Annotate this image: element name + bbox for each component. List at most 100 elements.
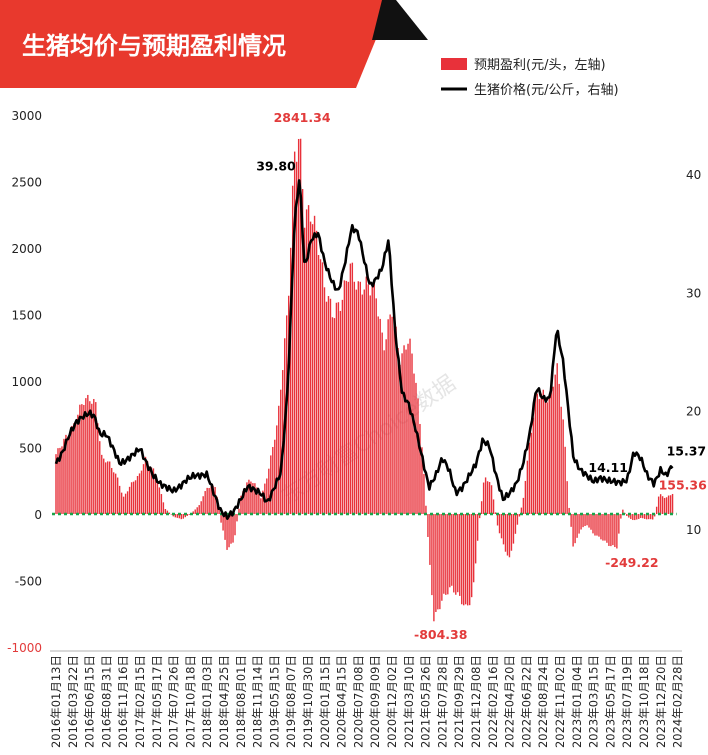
profit-bar bbox=[182, 514, 184, 519]
profit-bar bbox=[431, 514, 433, 596]
profit-bar bbox=[176, 514, 179, 518]
profit-bar bbox=[548, 397, 550, 514]
x-tick-label: 2022年06月22日 bbox=[519, 655, 533, 748]
profit-bar bbox=[526, 460, 529, 514]
profit-bar bbox=[564, 446, 566, 514]
profit-bar bbox=[441, 514, 443, 601]
profit-bar bbox=[75, 423, 77, 514]
profit-bar bbox=[274, 439, 276, 514]
profit-bar bbox=[484, 477, 487, 514]
profit-bar bbox=[409, 338, 411, 514]
profit-bar bbox=[429, 514, 431, 565]
profit-bar bbox=[433, 514, 435, 622]
profit-bar bbox=[226, 514, 228, 550]
profit-bar bbox=[105, 462, 107, 514]
profit-bar bbox=[288, 295, 290, 514]
profit-bar bbox=[371, 285, 373, 514]
profit-bar bbox=[373, 278, 375, 514]
profit-bar bbox=[512, 514, 515, 544]
profit-bar bbox=[655, 506, 658, 514]
x-tick-label: 2022年11月02日 bbox=[553, 655, 567, 748]
x-tick-label: 2022年02月16日 bbox=[486, 655, 500, 748]
x-tick-label: 2017年02月15日 bbox=[133, 655, 147, 748]
profit-bar bbox=[97, 423, 99, 514]
profit-bar bbox=[558, 383, 560, 514]
profit-bar bbox=[114, 473, 117, 514]
profit-bar bbox=[101, 454, 103, 514]
profit-bar bbox=[602, 514, 604, 541]
title-banner: 生猪均价与预期盈利情况 bbox=[0, 0, 428, 88]
x-tick-label: 2019年05月15日 bbox=[267, 655, 281, 748]
left-tick-label: 500 bbox=[19, 442, 42, 456]
profit-bar bbox=[230, 514, 232, 544]
profit-bar bbox=[445, 514, 447, 595]
profit-bar bbox=[339, 310, 342, 514]
profit-bar bbox=[122, 496, 125, 514]
profit-bar bbox=[307, 205, 310, 514]
profit-bar bbox=[103, 458, 105, 514]
left-tick-label: 1000 bbox=[11, 375, 42, 389]
profit-bar bbox=[634, 514, 636, 521]
profit-bar bbox=[415, 382, 417, 514]
profit-bar bbox=[397, 347, 399, 514]
profit-bar bbox=[407, 343, 409, 514]
profit-bar bbox=[162, 502, 165, 514]
profit-bar bbox=[325, 301, 328, 514]
profit-bar bbox=[504, 514, 507, 552]
profit-bar bbox=[421, 447, 423, 514]
profit-bar bbox=[295, 161, 298, 515]
profit-bar bbox=[289, 247, 292, 515]
profit-bar bbox=[61, 446, 63, 514]
profit-bar bbox=[626, 514, 628, 516]
profit-bar bbox=[592, 514, 594, 534]
x-tick-label: 2020年07月08日 bbox=[351, 655, 365, 748]
profit-bar bbox=[254, 483, 256, 514]
profit-bar bbox=[140, 470, 143, 514]
profit-bar bbox=[554, 374, 556, 514]
left-tick-label: -1000 bbox=[7, 641, 42, 655]
profit-bar bbox=[65, 434, 67, 514]
profit-bar bbox=[99, 441, 101, 514]
profit-bar bbox=[361, 294, 363, 514]
profit-bar bbox=[594, 514, 596, 536]
profit-bar bbox=[204, 491, 206, 514]
profit-bar bbox=[186, 514, 188, 516]
profit-bar bbox=[138, 473, 141, 514]
profit-bar bbox=[492, 499, 495, 514]
x-tick-label: 2021年05月26日 bbox=[419, 655, 433, 748]
annotation-label: -804.38 bbox=[414, 627, 467, 642]
profit-bar bbox=[359, 281, 361, 514]
profit-bar bbox=[630, 514, 632, 519]
profit-bar bbox=[246, 482, 248, 514]
profit-bar bbox=[572, 514, 574, 547]
profit-bar bbox=[443, 514, 445, 594]
profit-bar bbox=[291, 185, 294, 515]
profit-bar bbox=[95, 402, 97, 514]
profit-bar bbox=[536, 393, 539, 514]
profit-bar bbox=[576, 514, 578, 538]
profit-bar bbox=[214, 487, 216, 514]
left-tick-label: 2000 bbox=[11, 242, 42, 256]
profit-bar bbox=[142, 464, 145, 514]
profit-bar bbox=[413, 373, 415, 514]
profit-bar bbox=[280, 389, 282, 514]
left-tick-label: 2500 bbox=[11, 176, 42, 190]
profit-bar bbox=[301, 189, 304, 514]
right-tick-label: 40 bbox=[686, 168, 701, 182]
profit-bar bbox=[435, 514, 437, 612]
profit-bar bbox=[381, 332, 383, 514]
profit-bar bbox=[474, 514, 477, 564]
profit-bar bbox=[73, 423, 75, 514]
x-tick-label: 2021年03月10日 bbox=[402, 655, 416, 748]
chart-title: 生猪均价与预期盈利情况 bbox=[22, 32, 286, 60]
profit-bar bbox=[278, 405, 280, 514]
profit-bar bbox=[116, 477, 119, 514]
profit-bar bbox=[57, 448, 59, 514]
profit-bar bbox=[657, 496, 660, 514]
profit-bar bbox=[544, 398, 546, 514]
profit-bar bbox=[305, 209, 308, 514]
profit-bar bbox=[166, 510, 169, 514]
profit-bar bbox=[321, 262, 324, 514]
x-tick-label: 2016年08月31日 bbox=[99, 655, 113, 748]
left-tick-label: 0 bbox=[34, 508, 42, 522]
